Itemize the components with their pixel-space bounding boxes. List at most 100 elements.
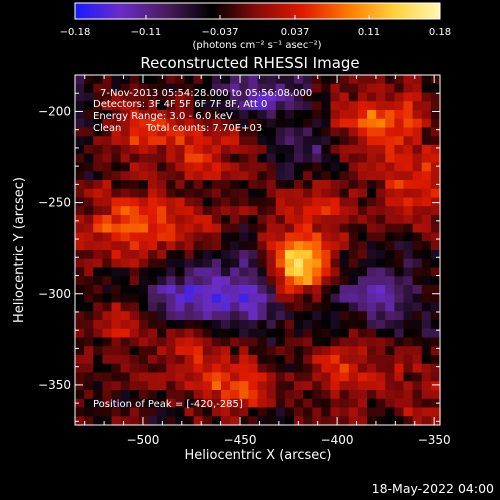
heatmap-cell (266, 153, 277, 164)
heatmap-cell (211, 232, 222, 242)
heatmap-cell (284, 197, 295, 207)
heatmap-cell (430, 241, 441, 251)
heatmap-cell (193, 407, 204, 417)
heatmap-cell (202, 320, 213, 330)
heatmap-cell (239, 215, 249, 225)
heatmap-cell (275, 75, 286, 85)
heatmap-cell (294, 188, 304, 199)
heatmap-cell (339, 136, 350, 146)
heatmap-cell (248, 206, 259, 216)
heatmap-cell (312, 153, 322, 164)
heatmap-cell (221, 302, 231, 312)
heatmap-cell (129, 311, 140, 321)
heatmap-cell (84, 171, 94, 181)
heatmap-cell (257, 328, 268, 339)
heatmap-cell (239, 153, 249, 164)
heatmap-cell (257, 407, 268, 417)
heatmap-cell (138, 136, 149, 146)
heatmap-cell (284, 311, 295, 321)
heatmap-cell (184, 320, 195, 330)
heatmap-cell (84, 83, 94, 94)
heatmap-cell (84, 118, 94, 129)
heatmap-cell (330, 92, 341, 102)
heatmap-cell (102, 372, 113, 382)
heatmap-cell (294, 407, 304, 417)
heatmap-cell (376, 162, 386, 172)
heatmap-cell (294, 75, 304, 85)
heatmap-cell (376, 75, 386, 85)
heatmap-cell (93, 328, 103, 339)
heatmap-cell (367, 346, 377, 356)
heatmap-cell (330, 232, 341, 242)
heatmap-cell (129, 381, 140, 391)
heatmap-cell (257, 258, 268, 269)
heatmap-cell (403, 337, 414, 347)
heatmap-cell (376, 276, 386, 286)
heatmap-cell (248, 258, 259, 269)
heatmap-cell (102, 171, 113, 181)
heatmap-cell (430, 110, 441, 120)
heatmap-cell (184, 197, 195, 207)
heatmap-cell (120, 320, 131, 330)
heatmap-cell (385, 381, 395, 391)
heatmap-cell (211, 407, 222, 417)
heatmap-cell (184, 337, 195, 347)
heatmap-cell (312, 101, 322, 111)
heatmap-cell (120, 110, 131, 120)
heatmap-cell (348, 381, 359, 391)
heatmap-cell (357, 180, 368, 190)
heatmap-cell (166, 241, 176, 251)
heatmap-cell (129, 197, 140, 207)
heatmap-cell (403, 390, 414, 400)
heatmap-cell (193, 328, 204, 339)
heatmap-cell (348, 180, 359, 190)
heatmap-cell (257, 337, 268, 347)
heatmap-cell (275, 276, 286, 286)
heatmap-cell (357, 355, 368, 365)
heatmap-cell (312, 145, 322, 155)
heatmap-cell (266, 75, 277, 85)
heatmap-cell (248, 75, 259, 85)
heatmap-cell (367, 83, 377, 94)
heatmap-cell (312, 337, 322, 347)
heatmap-cell (221, 381, 231, 391)
heatmap-cell (175, 355, 186, 365)
heatmap-cell (257, 180, 268, 190)
heatmap-cell (157, 285, 167, 295)
heatmap-cell (385, 390, 395, 400)
heatmap-cell (202, 276, 213, 286)
heatmap-cell (266, 337, 277, 347)
heatmap-cell (120, 258, 131, 269)
heatmap-cell (421, 250, 432, 260)
heatmap-cell (111, 302, 122, 312)
heatmap-cell (385, 83, 395, 94)
heatmap-cell (367, 171, 377, 181)
heatmap-cell (157, 180, 167, 190)
heatmap-cell (394, 390, 405, 400)
heatmap-cell (303, 197, 313, 207)
heatmap-cell (284, 276, 295, 286)
heatmap-cell (376, 180, 386, 190)
heatmap-cell (312, 197, 322, 207)
heatmap-cell (138, 267, 149, 277)
heatmap-cell (138, 346, 149, 356)
annotation-total-counts: Total counts: 7.70E+03 (145, 123, 262, 134)
heatmap-cell (230, 232, 240, 242)
heatmap-cell (239, 407, 249, 417)
heatmap-cell (303, 232, 313, 242)
heatmap-cell (266, 285, 277, 295)
heatmap-cell (394, 110, 405, 120)
heatmap-cell (138, 407, 149, 417)
heatmap-cell (376, 355, 386, 365)
heatmap-cell (230, 241, 240, 251)
heatmap-cell (330, 337, 341, 347)
heatmap-cell (129, 110, 140, 120)
heatmap-cell (157, 372, 167, 382)
heatmap-cell (275, 250, 286, 260)
heatmap-cell (303, 215, 313, 225)
heatmap-cell (166, 75, 176, 85)
heatmap-cell (93, 285, 103, 295)
heatmap-cell (148, 188, 158, 199)
heatmap-cell (376, 197, 386, 207)
heatmap-cell (75, 145, 85, 155)
